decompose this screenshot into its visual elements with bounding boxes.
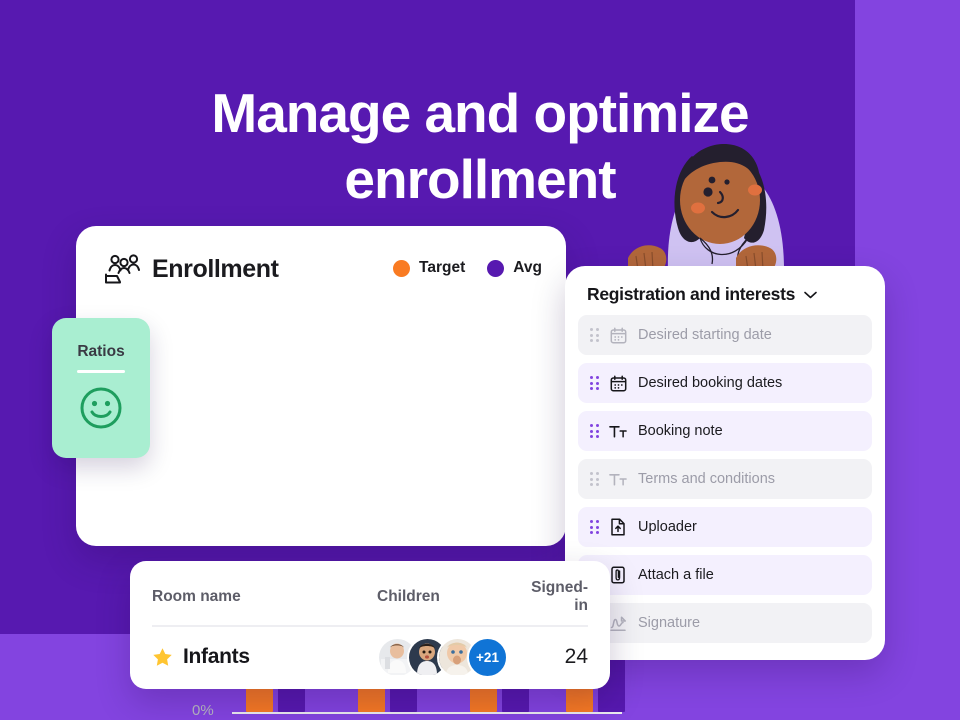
table-row[interactable]: Infants <box>130 627 610 678</box>
drag-handle-icon[interactable] <box>590 472 599 486</box>
signed-in-value: 24 <box>564 645 588 668</box>
file-upload-icon <box>609 518 627 536</box>
ratios-card[interactable]: Ratios <box>52 318 150 458</box>
registration-panel-title: Registration and interests <box>587 284 796 304</box>
avatar-overflow-count[interactable]: +21 <box>467 636 508 678</box>
legend-label-avg: Avg <box>513 259 542 276</box>
field-label: Attach a file <box>638 567 714 583</box>
table-divider <box>152 625 588 627</box>
chart-legend: Target Avg <box>393 259 542 277</box>
legend-dot-avg <box>487 259 505 277</box>
legend-item-avg: Avg <box>487 259 542 277</box>
legend-item-target: Target <box>393 259 465 277</box>
signature-icon <box>609 614 627 632</box>
chart-ytick-0: 0% <box>192 702 214 719</box>
text-size-icon <box>609 422 627 440</box>
ratios-divider <box>77 370 125 373</box>
column-header-room-name: Room name <box>152 588 241 605</box>
calendar-icon <box>609 374 627 392</box>
field-label: Terms and conditions <box>638 471 776 487</box>
field-row-terms-and-conditions[interactable]: Terms and conditions <box>578 459 872 499</box>
chart-baseline <box>232 712 622 714</box>
drag-handle-icon[interactable] <box>590 520 599 534</box>
legend-label-target: Target <box>419 259 466 276</box>
field-label: Desired booking dates <box>638 375 783 391</box>
field-label: Signature <box>638 615 701 631</box>
star-icon[interactable] <box>152 647 173 668</box>
people-group-icon <box>105 254 140 284</box>
chevron-down-icon[interactable] <box>804 291 817 299</box>
field-label: Desired starting date <box>638 327 772 343</box>
field-row-uploader[interactable]: Uploader <box>578 507 872 547</box>
field-label: Uploader <box>638 519 697 535</box>
table-header-row: Room name Children Signed-in <box>130 561 610 625</box>
ratios-title: Ratios <box>77 343 125 360</box>
field-row-desired-booking-dates[interactable]: Desired booking dates <box>578 363 872 403</box>
registration-field-list: Desired starting date Desired booking da… <box>565 315 885 643</box>
smiley-face-icon <box>80 387 122 429</box>
room-name-value: Infants <box>183 645 250 668</box>
paperclip-file-icon <box>609 566 627 584</box>
text-size-icon <box>609 470 627 488</box>
column-header-signed-in: Signed-in <box>531 579 588 614</box>
registration-panel-header[interactable]: Registration and interests <box>565 266 885 315</box>
field-row-attach-a-file[interactable]: Attach a file <box>578 555 872 595</box>
field-label: Booking note <box>638 423 723 439</box>
person-illustration <box>628 144 784 271</box>
field-row-desired-starting-date[interactable]: Desired starting date <box>578 315 872 355</box>
drag-handle-icon[interactable] <box>590 424 599 438</box>
page-title: Manage and optimize enrollment <box>0 80 960 212</box>
enrollment-title: Enrollment <box>152 254 279 283</box>
drag-handle-icon[interactable] <box>590 376 599 390</box>
rooms-table-card: Room name Children Signed-in Infants <box>130 561 610 689</box>
enrollment-card-header: Enrollment Target Avg <box>104 254 542 290</box>
children-avatar-stack[interactable]: +21 <box>377 636 508 678</box>
drag-handle-icon[interactable] <box>590 328 599 342</box>
calendar-icon <box>609 326 627 344</box>
headline-line-2: enrollment <box>344 148 616 210</box>
legend-dot-target <box>393 259 411 277</box>
column-header-children: Children <box>377 588 440 605</box>
field-row-signature[interactable]: Signature <box>578 603 872 643</box>
field-row-booking-note[interactable]: Booking note <box>578 411 872 451</box>
headline-line-1: Manage and optimize <box>211 82 749 144</box>
registration-panel: Registration and interests Desired s <box>565 266 885 660</box>
